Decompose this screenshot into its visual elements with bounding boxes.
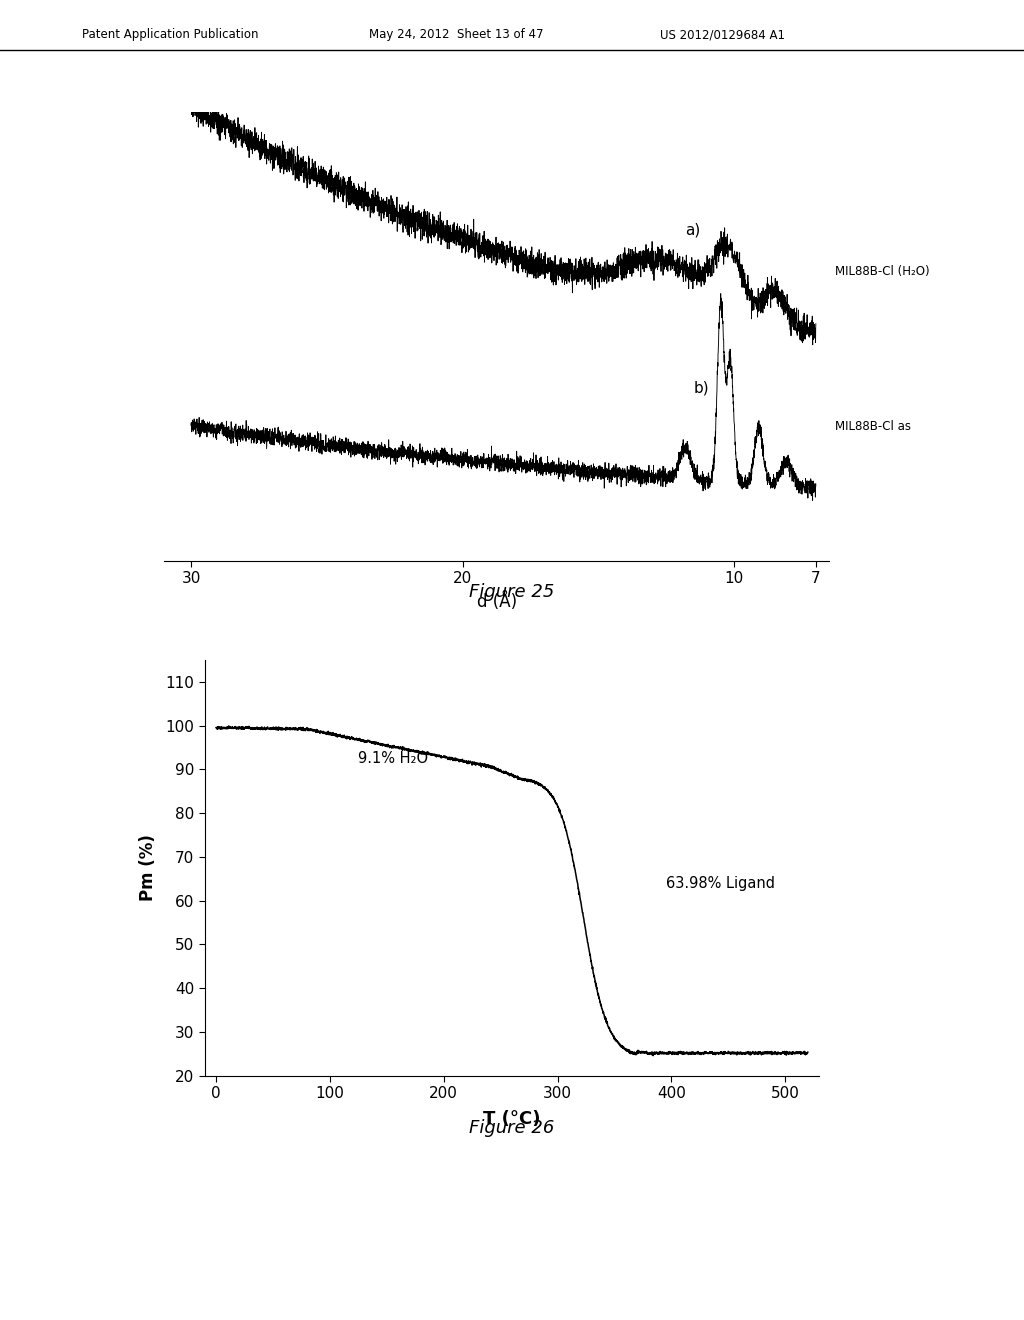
Text: Patent Application Publication: Patent Application Publication <box>82 29 258 41</box>
Text: a): a) <box>685 223 700 238</box>
X-axis label: T (°C): T (°C) <box>483 1110 541 1127</box>
Text: May 24, 2012  Sheet 13 of 47: May 24, 2012 Sheet 13 of 47 <box>369 29 543 41</box>
Text: MIL88B-Cl as: MIL88B-Cl as <box>835 421 911 433</box>
Y-axis label: Pm (%): Pm (%) <box>139 834 157 902</box>
Text: Figure 26: Figure 26 <box>469 1118 555 1137</box>
Text: Figure 25: Figure 25 <box>469 582 555 601</box>
X-axis label: d (Å): d (Å) <box>476 591 517 611</box>
Text: US 2012/0129684 A1: US 2012/0129684 A1 <box>660 29 785 41</box>
Text: MIL88B-Cl (H₂O): MIL88B-Cl (H₂O) <box>835 265 930 279</box>
Text: 63.98% Ligand: 63.98% Ligand <box>666 875 774 891</box>
Text: b): b) <box>693 381 710 396</box>
Text: 9.1% H₂O: 9.1% H₂O <box>358 751 428 766</box>
